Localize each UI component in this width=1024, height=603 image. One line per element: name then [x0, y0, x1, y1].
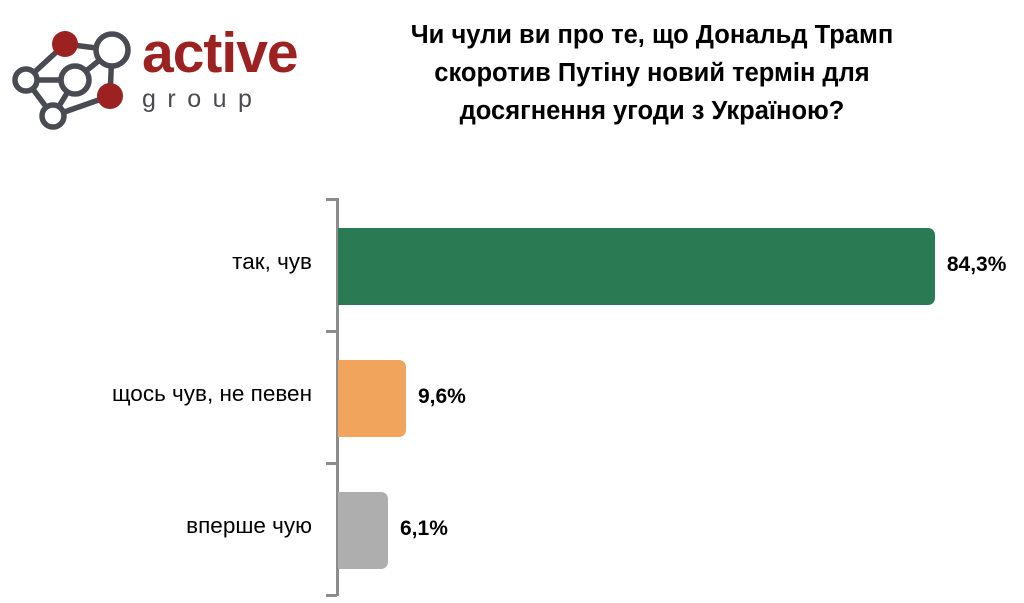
bar-chart-plot-area: так, чув 84,3% щось чув, не певен 9,6% в… — [0, 140, 1024, 603]
axis-tick-3 — [326, 594, 337, 597]
chart-title-line-3: досягнення угоди з Україною? — [459, 97, 845, 125]
bar-category-label: щось чув, не певен — [112, 381, 312, 406]
bar-category-label: так, чув — [232, 249, 312, 274]
bar-shchos-chuv[interactable] — [338, 360, 406, 437]
bar-vpershe-chuyu[interactable] — [338, 492, 388, 569]
bar-category-label: вперше чую — [186, 513, 312, 538]
brand-logo: active group — [8, 10, 338, 135]
bar-value-label: 84,3% — [946, 253, 1007, 276]
axis-tick-2 — [326, 462, 337, 465]
brand-name-primary: active — [142, 21, 299, 85]
bar-row: щось чув, не певен 9,6% — [0, 330, 1024, 462]
chart-title-line-1: Чи чули ви про те, що Дональд Трамп — [410, 21, 894, 49]
chart-title: Чи чули ви про те, що Дональд Трамп скор… — [352, 16, 952, 130]
brand-name-secondary: group — [142, 85, 264, 113]
axis-tick-1 — [326, 330, 337, 333]
chart-title-line-2: скоротив Путіну новий термін для — [434, 59, 870, 87]
bar-value-label: 9,6% — [417, 385, 466, 408]
bar-row: вперше чую 6,1% — [0, 462, 1024, 594]
axis-tick-0 — [326, 198, 337, 201]
brand-wordmark: active group — [142, 24, 338, 114]
network-graph-logo-icon — [12, 31, 131, 130]
bar-row: так, чув 84,3% — [0, 198, 1024, 330]
bar-value-label: 6,1% — [400, 517, 448, 540]
category-axis-line — [336, 198, 339, 596]
bar-so-chuv[interactable] — [338, 228, 935, 305]
